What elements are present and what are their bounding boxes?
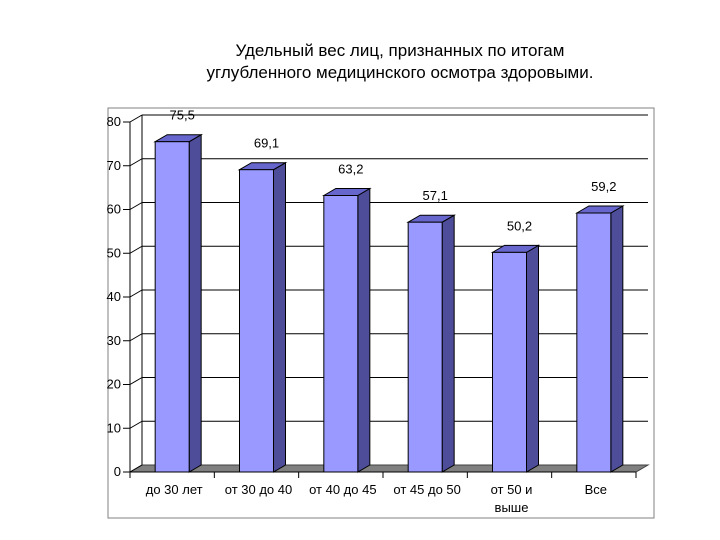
bar-front xyxy=(239,169,274,473)
y-axis: 0 10 20 30 40 50 60 70 80 xyxy=(107,114,143,479)
bar-side xyxy=(610,205,624,473)
y-tick-diagonal xyxy=(129,202,143,210)
data-label: 75,5 xyxy=(170,108,195,123)
bar xyxy=(237,161,288,473)
bar-front xyxy=(407,221,443,473)
gridlines xyxy=(142,114,648,422)
y-tick-label: 10 xyxy=(107,420,121,435)
bar-side xyxy=(357,187,371,473)
data-label: 57,1 xyxy=(423,188,448,203)
bar xyxy=(321,187,372,473)
x-tick-label: Все xyxy=(585,482,607,497)
y-tick-label: 30 xyxy=(107,333,121,348)
bar xyxy=(153,133,204,473)
chart-title: Удельный вес лиц, признанных по итогам у… xyxy=(0,40,720,84)
y-tick-label: 70 xyxy=(107,158,121,173)
x-tick-label: от 30 до 40 xyxy=(225,482,292,497)
y-tick-diagonal xyxy=(129,420,143,429)
y-tick-diagonal xyxy=(129,245,143,254)
x-tick-label: от 50 и xyxy=(491,482,533,497)
x-axis: до 30 лет от 30 до 40 от 40 до 45 от 45 до … xyxy=(129,472,637,515)
bar xyxy=(574,205,625,473)
bar-front xyxy=(492,251,527,473)
y-tick-diagonal xyxy=(129,333,143,342)
bar-front xyxy=(576,212,612,473)
data-label: 59,2 xyxy=(591,179,616,194)
y-tick-diagonal xyxy=(129,377,143,385)
y-tick-label: 20 xyxy=(107,377,121,392)
y-tick-diagonal xyxy=(129,158,143,167)
chart-title-line-1: Удельный вес лиц, признанных по итогам xyxy=(235,41,565,60)
bar-side xyxy=(188,133,202,473)
data-label: 50,2 xyxy=(507,218,532,233)
x-tick-label: до 30 лет xyxy=(146,482,203,497)
data-label: 63,2 xyxy=(338,162,363,177)
bar-front xyxy=(154,141,190,473)
bar xyxy=(406,214,457,473)
y-tick-diagonal xyxy=(129,289,143,298)
chart-title-line-2: углубленного медицинского осмотра здоров… xyxy=(206,63,594,82)
bars xyxy=(153,133,625,473)
x-tick-label: от 45 до 50 xyxy=(393,482,460,497)
x-tick-label: от 40 до 45 xyxy=(309,482,376,497)
bar-front xyxy=(323,195,359,473)
floor-plane xyxy=(128,464,650,473)
data-label: 69,1 xyxy=(254,136,279,151)
bar-side xyxy=(526,244,539,473)
x-tick-label: выше xyxy=(495,500,529,515)
y-tick-label: 0 xyxy=(114,464,121,479)
y-tick-diagonal xyxy=(129,464,143,473)
y-tick-diagonal xyxy=(129,114,143,123)
chart-floor xyxy=(128,464,650,473)
y-tick-label: 50 xyxy=(107,245,121,260)
data-labels: 75,5 69,1 63,2 57,1 50,2 59,2 xyxy=(170,108,617,234)
bar-side xyxy=(441,214,455,473)
bar xyxy=(490,244,541,473)
y-tick-label: 40 xyxy=(107,289,121,304)
plot-frame xyxy=(107,107,655,519)
y-tick-label: 60 xyxy=(107,202,121,217)
bar-side xyxy=(273,161,286,473)
y-tick-label: 80 xyxy=(107,114,121,129)
